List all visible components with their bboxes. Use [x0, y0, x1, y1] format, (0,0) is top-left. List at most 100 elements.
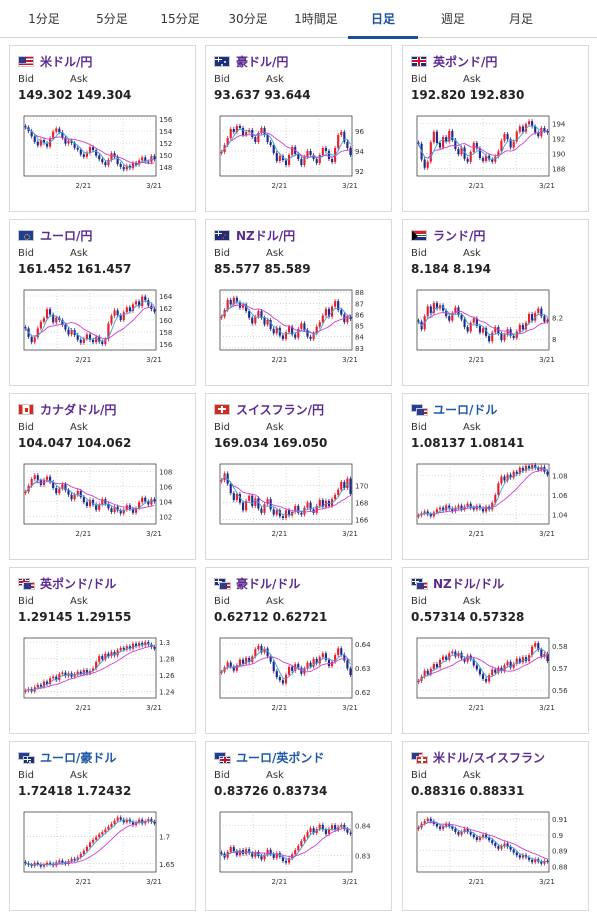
chart-svg: 88 87 86 85 84 83 2/21 3/21 [219, 289, 364, 364]
price-chart[interactable]: 0.91 0.9 0.89 0.88 2/21 3/21 [411, 808, 575, 886]
card-title[interactable]: 豪ドル/円 [214, 52, 288, 70]
tab-weekly[interactable]: 週足 [440, 12, 465, 26]
candle-body [423, 159, 426, 168]
card-zarjpy[interactable]: ランド/円 Bid Ask 8.184 8.194 8.2 8 2/21 3/21 [402, 219, 589, 386]
candle-body [245, 657, 248, 664]
card-title[interactable]: カナダドル/円 [18, 400, 116, 418]
price-chart[interactable]: 170 168 166 2/21 3/21 [214, 460, 378, 538]
candle-body [76, 857, 79, 860]
card-eurjpy[interactable]: ユーロ/円 Bid Ask 161.452 161.457 164 162 160 158 156… [9, 219, 196, 386]
card-title[interactable]: ランド/円 [411, 226, 485, 244]
card-chfjpy[interactable]: スイスフラン/円 Bid Ask 169.034 169.050 170 168 166 2/2… [205, 393, 392, 560]
flag-gb-icon [219, 755, 231, 764]
card-gbpjpy[interactable]: 英ポンド/円 Bid Ask 192.820 192.830 194 192 190 188 2/… [402, 45, 589, 212]
card-usdchf[interactable]: 米ドル/スイスフラン Bid Ask 0.88316 0.88331 0.91 0.9 0.8… [402, 741, 589, 911]
price-chart[interactable]: 1.3 1.28 1.26 1.24 2/21 3/21 [18, 634, 182, 712]
candle-body [141, 497, 144, 503]
bid-ask-values: 0.88316 0.88331 [411, 784, 528, 798]
card-title[interactable]: 米ドル/円 [18, 52, 92, 70]
tab-monthly[interactable]: 月足 [508, 12, 533, 26]
card-euraud[interactable]: ユーロ/豪ドル Bid Ask 1.72418 1.72432 1.7 1.65 2/21 3/… [9, 741, 196, 911]
tab-30min[interactable]: 30分足 [228, 12, 268, 26]
card-title[interactable]: スイスフラン/円 [214, 400, 324, 418]
candle-body [346, 829, 349, 833]
card-title[interactable]: ユーロ/英ポンド [214, 748, 324, 766]
candle-body [70, 494, 73, 500]
tab-daily[interactable]: 日足 [348, 0, 418, 39]
candle-body [76, 335, 79, 340]
price-chart[interactable]: 96 94 92 2/21 3/21 [214, 112, 378, 190]
chart-svg: 0.91 0.9 0.89 0.88 2/21 3/21 [416, 811, 568, 886]
candle-body [251, 495, 254, 506]
price-chart[interactable]: 0.64 0.63 0.62 2/21 3/21 [214, 634, 378, 712]
candle-body [340, 824, 343, 827]
card-nzdjpy[interactable]: NZドル/円 Bid Ask 85.577 85.589 88 87 86 85 84 83 2/21… [205, 219, 392, 386]
price-chart[interactable]: 0.58 0.57 0.56 2/21 3/21 [411, 634, 575, 712]
card-audusd[interactable]: 豪ドル/ドル Bid Ask 0.62712 0.62721 0.64 0.63 0.62 2/… [205, 567, 392, 734]
card-title[interactable]: ユーロ/ドル [411, 400, 497, 418]
card-title[interactable]: 米ドル/スイスフラン [411, 748, 545, 766]
card-usdjpy[interactable]: 米ドル/円 Bid Ask 149.302 149.304 156 154 152 150 148… [9, 45, 196, 212]
card-gbpusd[interactable]: 英ポンド/ドル Bid Ask 1.29145 1.29155 1.3 1.28 1.26 1.… [9, 567, 196, 734]
candle-body [88, 842, 92, 847]
flag-pair-icon [18, 577, 35, 590]
candle-body [245, 132, 248, 135]
candle-body [509, 661, 512, 668]
bid-ask-labels: Bid Ask [214, 422, 318, 433]
candle-body [76, 147, 79, 150]
tab-5min[interactable]: 5分足 [96, 12, 128, 26]
x-tick-label: 3/21 [539, 530, 555, 538]
candle-body [438, 305, 442, 309]
candle-body [226, 300, 229, 310]
tab-15min[interactable]: 15分足 [160, 12, 200, 26]
x-tick-label: 3/21 [146, 530, 162, 538]
candle-body [534, 643, 537, 647]
price-chart[interactable]: 8.2 8 2/21 3/21 [411, 286, 575, 364]
candle-body [460, 831, 463, 835]
x-tick-label: 3/21 [146, 356, 162, 364]
price-chart[interactable]: 164 162 160 158 156 2/21 3/21 [18, 286, 182, 364]
card-nzdusd[interactable]: NZドル/ドル Bid Ask 0.57314 0.57328 0.58 0.57 0.56 2… [402, 567, 589, 734]
price-chart[interactable]: 156 154 152 150 148 2/21 3/21 [18, 112, 182, 190]
x-tick-label: 2/21 [469, 704, 485, 712]
candle-body [454, 140, 457, 149]
candle-body [349, 832, 352, 834]
candle-body [435, 824, 439, 827]
candle-body [42, 140, 46, 143]
card-title[interactable]: 英ポンド/円 [411, 52, 497, 70]
flag-gb-icon [411, 55, 427, 67]
card-title[interactable]: 英ポンド/ドル [18, 574, 116, 592]
card-eurusd[interactable]: ユーロ/ドル Bid Ask 1.08137 1.08141 1.08 1.06 1.04 2/… [402, 393, 589, 560]
card-title[interactable]: ユーロ/豪ドル [18, 748, 116, 766]
candle-body [248, 849, 251, 854]
bid-value: 169.034 [214, 436, 269, 450]
pair-name: 豪ドル/ドル [236, 576, 301, 591]
tab-1min[interactable]: 1分足 [28, 12, 60, 26]
price-chart[interactable]: 194 192 190 188 2/21 3/21 [411, 112, 575, 190]
price-chart[interactable]: 108 106 104 102 2/21 3/21 [18, 460, 182, 538]
price-chart[interactable]: 1.7 1.65 2/21 3/21 [18, 808, 182, 886]
ask-value: 1.08141 [469, 436, 525, 450]
candle-body [334, 655, 337, 662]
candle-body [116, 506, 119, 511]
card-title[interactable]: ユーロ/円 [18, 226, 92, 244]
price-chart[interactable]: 0.84 0.83 2/21 3/21 [214, 808, 378, 886]
pair-name: ユーロ/英ポンド [236, 750, 325, 765]
tab-1hour[interactable]: 1時間足 [294, 12, 338, 26]
candle-body [346, 478, 349, 488]
candle-body [144, 157, 147, 162]
card-audjpy[interactable]: 豪ドル/円 Bid Ask 93.637 93.644 96 94 92 2/21 3/21 [205, 45, 392, 212]
y-tick-label: 8.2 [552, 314, 563, 322]
candle-body [531, 859, 534, 863]
price-chart[interactable]: 88 87 86 85 84 83 2/21 3/21 [214, 286, 378, 364]
card-eurgbp[interactable]: ユーロ/英ポンド Bid Ask 0.83726 0.83734 0.84 0.83 2/21… [205, 741, 392, 911]
candle-body [58, 128, 61, 133]
card-title[interactable]: NZドル/ドル [411, 574, 504, 592]
price-chart[interactable]: 1.08 1.06 1.04 2/21 3/21 [411, 460, 575, 538]
card-title[interactable]: NZドル/円 [214, 226, 295, 244]
card-title[interactable]: 豪ドル/ドル [214, 574, 300, 592]
card-cadjpy[interactable]: カナダドル/円 Bid Ask 104.047 104.062 108 106 104 102 2… [9, 393, 196, 560]
candle-body [478, 148, 482, 158]
candle-body [263, 648, 266, 653]
candle-body [82, 497, 85, 503]
